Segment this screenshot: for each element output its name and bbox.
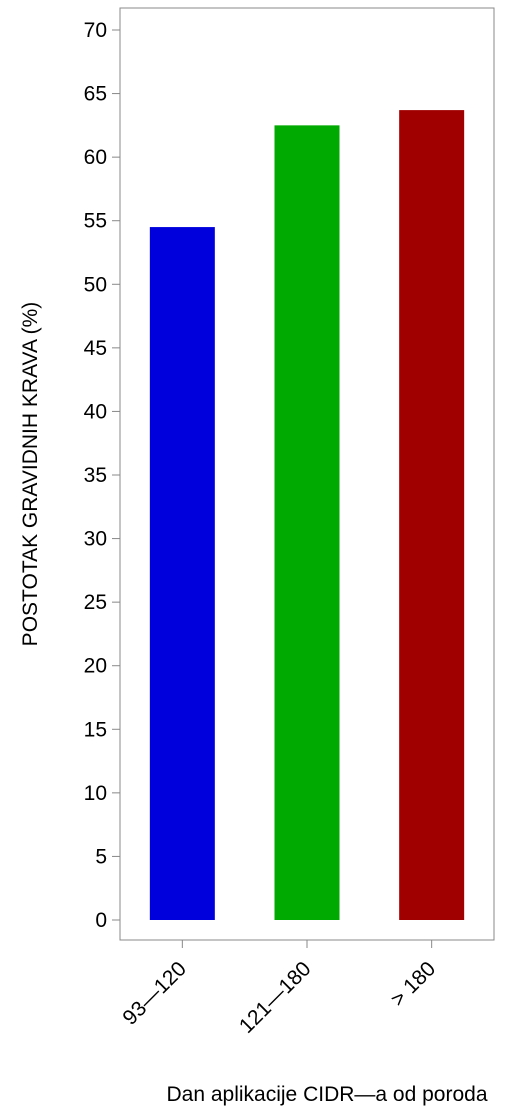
y-tick-label: 35: [84, 464, 107, 487]
y-tick-label: 50: [84, 273, 107, 296]
x-tick-label: 121—180: [235, 957, 316, 1038]
y-tick-label: 15: [84, 718, 107, 741]
x-tick-label: > 180: [386, 957, 440, 1011]
bar: [274, 125, 340, 921]
y-tick-label: 40: [84, 400, 107, 423]
bar: [399, 110, 465, 921]
y-tick-label: 45: [84, 337, 107, 360]
y-axis: 0 5 10 15 20 25 30 35 40 45 50 55 60 65 70: [84, 19, 120, 932]
y-tick-label: 0: [95, 909, 107, 932]
y-tick-label: 60: [84, 146, 107, 169]
bar: [149, 227, 215, 921]
y-tick-label: 70: [84, 19, 107, 42]
y-tick-label: 10: [84, 782, 107, 805]
bars: [149, 110, 465, 921]
x-axis-title: Dan aplikacije CIDR—a od poroda: [167, 1083, 488, 1106]
y-tick-label: 55: [84, 210, 107, 233]
x-tick-label: 93—120: [118, 957, 190, 1029]
x-axis: 93—120 121—180 > 180: [118, 940, 440, 1038]
y-tick-label: 65: [84, 83, 107, 106]
y-tick-label: 25: [84, 591, 107, 614]
y-tick-label: 5: [95, 845, 107, 868]
y-axis-title: POSTOTAK GRAVIDNIH KRAVA (%): [19, 302, 42, 647]
y-tick-label: 20: [84, 655, 107, 678]
y-tick-label: 30: [84, 528, 107, 551]
